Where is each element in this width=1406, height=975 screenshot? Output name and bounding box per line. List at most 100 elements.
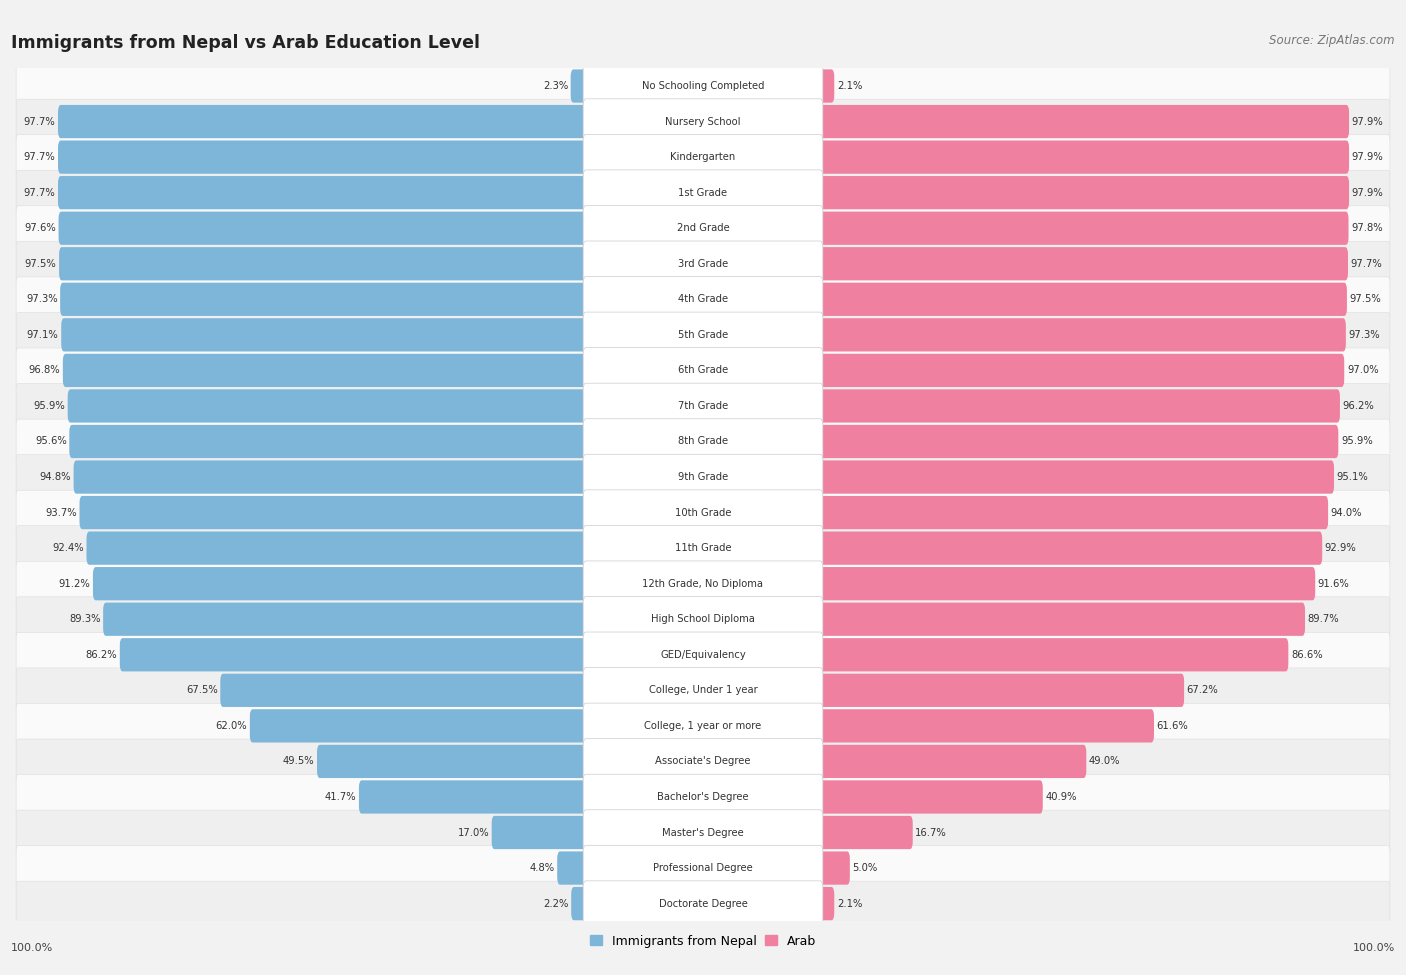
- FancyBboxPatch shape: [817, 567, 1315, 601]
- FancyBboxPatch shape: [15, 135, 1391, 179]
- FancyBboxPatch shape: [59, 212, 589, 245]
- FancyBboxPatch shape: [583, 845, 823, 891]
- Text: 17.0%: 17.0%: [457, 828, 489, 838]
- FancyBboxPatch shape: [817, 69, 834, 102]
- FancyBboxPatch shape: [221, 674, 589, 707]
- FancyBboxPatch shape: [583, 312, 823, 358]
- FancyBboxPatch shape: [817, 851, 849, 884]
- Text: 97.7%: 97.7%: [24, 152, 55, 162]
- Legend: Immigrants from Nepal, Arab: Immigrants from Nepal, Arab: [589, 935, 817, 948]
- FancyBboxPatch shape: [817, 247, 1348, 281]
- FancyBboxPatch shape: [817, 816, 912, 849]
- FancyBboxPatch shape: [583, 774, 823, 820]
- Text: 67.2%: 67.2%: [1187, 685, 1219, 695]
- Text: College, 1 year or more: College, 1 year or more: [644, 721, 762, 731]
- Text: 8th Grade: 8th Grade: [678, 437, 728, 447]
- FancyBboxPatch shape: [87, 531, 589, 565]
- Text: Bachelor's Degree: Bachelor's Degree: [657, 792, 749, 802]
- FancyBboxPatch shape: [15, 562, 1391, 606]
- FancyBboxPatch shape: [583, 668, 823, 713]
- Text: Kindergarten: Kindergarten: [671, 152, 735, 162]
- Text: 92.4%: 92.4%: [52, 543, 84, 553]
- FancyBboxPatch shape: [583, 489, 823, 535]
- FancyBboxPatch shape: [583, 98, 823, 144]
- Text: 2.1%: 2.1%: [837, 81, 862, 91]
- FancyBboxPatch shape: [571, 887, 589, 920]
- FancyBboxPatch shape: [817, 674, 1184, 707]
- Text: Immigrants from Nepal vs Arab Education Level: Immigrants from Nepal vs Arab Education …: [11, 34, 481, 52]
- Text: Nursery School: Nursery School: [665, 117, 741, 127]
- Text: Master's Degree: Master's Degree: [662, 828, 744, 838]
- Text: 97.6%: 97.6%: [24, 223, 56, 233]
- FancyBboxPatch shape: [583, 810, 823, 855]
- Text: 2nd Grade: 2nd Grade: [676, 223, 730, 233]
- Text: 4th Grade: 4th Grade: [678, 294, 728, 304]
- FancyBboxPatch shape: [557, 851, 589, 884]
- Text: 97.3%: 97.3%: [1348, 330, 1381, 340]
- FancyBboxPatch shape: [817, 638, 1288, 672]
- Text: 61.6%: 61.6%: [1157, 721, 1188, 731]
- FancyBboxPatch shape: [15, 597, 1391, 642]
- Text: 12th Grade, No Diploma: 12th Grade, No Diploma: [643, 579, 763, 589]
- FancyBboxPatch shape: [817, 318, 1346, 351]
- FancyBboxPatch shape: [583, 739, 823, 784]
- FancyBboxPatch shape: [583, 632, 823, 678]
- Text: 100.0%: 100.0%: [1353, 943, 1395, 953]
- Text: Source: ZipAtlas.com: Source: ZipAtlas.com: [1270, 34, 1395, 47]
- Text: 41.7%: 41.7%: [325, 792, 356, 802]
- FancyBboxPatch shape: [250, 709, 589, 743]
- Text: 91.2%: 91.2%: [59, 579, 90, 589]
- FancyBboxPatch shape: [15, 348, 1391, 393]
- Text: 97.1%: 97.1%: [27, 330, 59, 340]
- Text: 7th Grade: 7th Grade: [678, 401, 728, 410]
- Text: 40.9%: 40.9%: [1046, 792, 1077, 802]
- FancyBboxPatch shape: [15, 63, 1391, 108]
- Text: 3rd Grade: 3rd Grade: [678, 258, 728, 269]
- FancyBboxPatch shape: [817, 460, 1334, 493]
- Text: 97.7%: 97.7%: [24, 187, 55, 198]
- Text: 96.8%: 96.8%: [28, 366, 60, 375]
- FancyBboxPatch shape: [817, 425, 1339, 458]
- FancyBboxPatch shape: [817, 745, 1087, 778]
- FancyBboxPatch shape: [817, 212, 1348, 245]
- FancyBboxPatch shape: [58, 105, 589, 138]
- Text: Associate's Degree: Associate's Degree: [655, 757, 751, 766]
- Text: 93.7%: 93.7%: [45, 508, 77, 518]
- FancyBboxPatch shape: [93, 567, 589, 601]
- FancyBboxPatch shape: [15, 774, 1391, 819]
- Text: 62.0%: 62.0%: [215, 721, 247, 731]
- Text: 94.0%: 94.0%: [1330, 508, 1362, 518]
- FancyBboxPatch shape: [817, 354, 1344, 387]
- Text: No Schooling Completed: No Schooling Completed: [641, 81, 765, 91]
- Text: 97.8%: 97.8%: [1351, 223, 1384, 233]
- Text: 49.0%: 49.0%: [1088, 757, 1121, 766]
- Text: High School Diploma: High School Diploma: [651, 614, 755, 624]
- FancyBboxPatch shape: [817, 887, 834, 920]
- FancyBboxPatch shape: [583, 703, 823, 749]
- FancyBboxPatch shape: [58, 140, 589, 174]
- Text: 9th Grade: 9th Grade: [678, 472, 728, 482]
- FancyBboxPatch shape: [15, 454, 1391, 499]
- Text: 4.8%: 4.8%: [530, 863, 554, 873]
- FancyBboxPatch shape: [15, 242, 1391, 286]
- Text: Doctorate Degree: Doctorate Degree: [658, 899, 748, 909]
- Text: 2.1%: 2.1%: [837, 899, 862, 909]
- FancyBboxPatch shape: [15, 668, 1391, 713]
- Text: 97.3%: 97.3%: [25, 294, 58, 304]
- FancyBboxPatch shape: [63, 354, 589, 387]
- FancyBboxPatch shape: [583, 418, 823, 464]
- FancyBboxPatch shape: [492, 816, 589, 849]
- Text: College, Under 1 year: College, Under 1 year: [648, 685, 758, 695]
- FancyBboxPatch shape: [62, 318, 589, 351]
- FancyBboxPatch shape: [583, 63, 823, 109]
- Text: 97.5%: 97.5%: [1350, 294, 1381, 304]
- Text: 10th Grade: 10th Grade: [675, 508, 731, 518]
- FancyBboxPatch shape: [583, 206, 823, 251]
- Text: 89.3%: 89.3%: [69, 614, 100, 624]
- FancyBboxPatch shape: [15, 206, 1391, 251]
- Text: 97.0%: 97.0%: [1347, 366, 1378, 375]
- FancyBboxPatch shape: [359, 780, 589, 813]
- FancyBboxPatch shape: [15, 419, 1391, 464]
- Text: 97.9%: 97.9%: [1351, 187, 1384, 198]
- Text: 91.6%: 91.6%: [1317, 579, 1350, 589]
